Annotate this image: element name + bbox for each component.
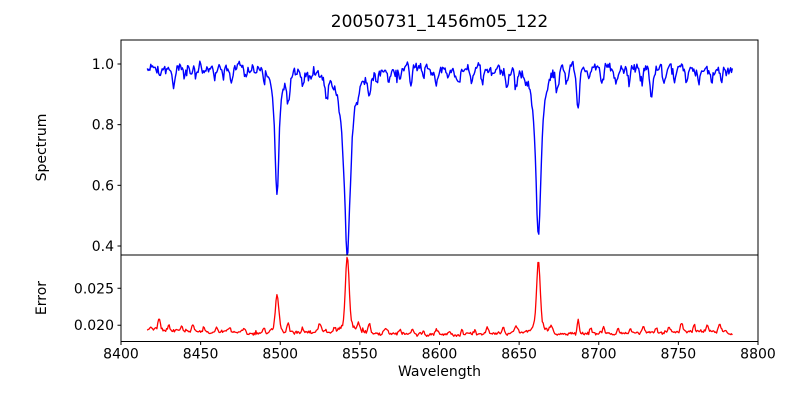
x-tick-label: 8550: [342, 347, 378, 363]
x-tick-label: 8750: [661, 347, 697, 363]
error-y-tick-label: 0.025: [74, 281, 114, 297]
x-tick-label: 8450: [183, 347, 219, 363]
y-axis-label-error: Error: [34, 281, 50, 315]
x-tick-label: 8700: [581, 347, 617, 363]
x-tick-label: 8650: [501, 347, 537, 363]
plot-content: 8400 8450 8500 8550 8600 8650 8700 8750 8800 1.0 0…: [74, 39, 776, 363]
x-tick-label: 8800: [740, 347, 776, 363]
x-tick-label: 8600: [422, 347, 458, 363]
error-y-tick-label: 0.020: [74, 318, 114, 334]
spectrum-y-tick-label: 1.0: [92, 57, 114, 73]
x-tick-label: 8500: [262, 347, 298, 363]
x-tick-label: 8400: [103, 347, 139, 363]
spectrum-line: [146, 60, 734, 255]
y-axis-label-spectrum: Spectrum: [34, 114, 50, 182]
spectrum-y-tick-label: 0.4: [92, 239, 114, 255]
spectrum-y-tick-label: 0.6: [92, 178, 114, 194]
spectrum-y-tick-label: 0.8: [92, 118, 114, 134]
chart-title: 20050731_1456m05_122: [331, 12, 548, 32]
x-axis-label: Wavelength: [398, 364, 481, 380]
error-line: [146, 256, 733, 337]
